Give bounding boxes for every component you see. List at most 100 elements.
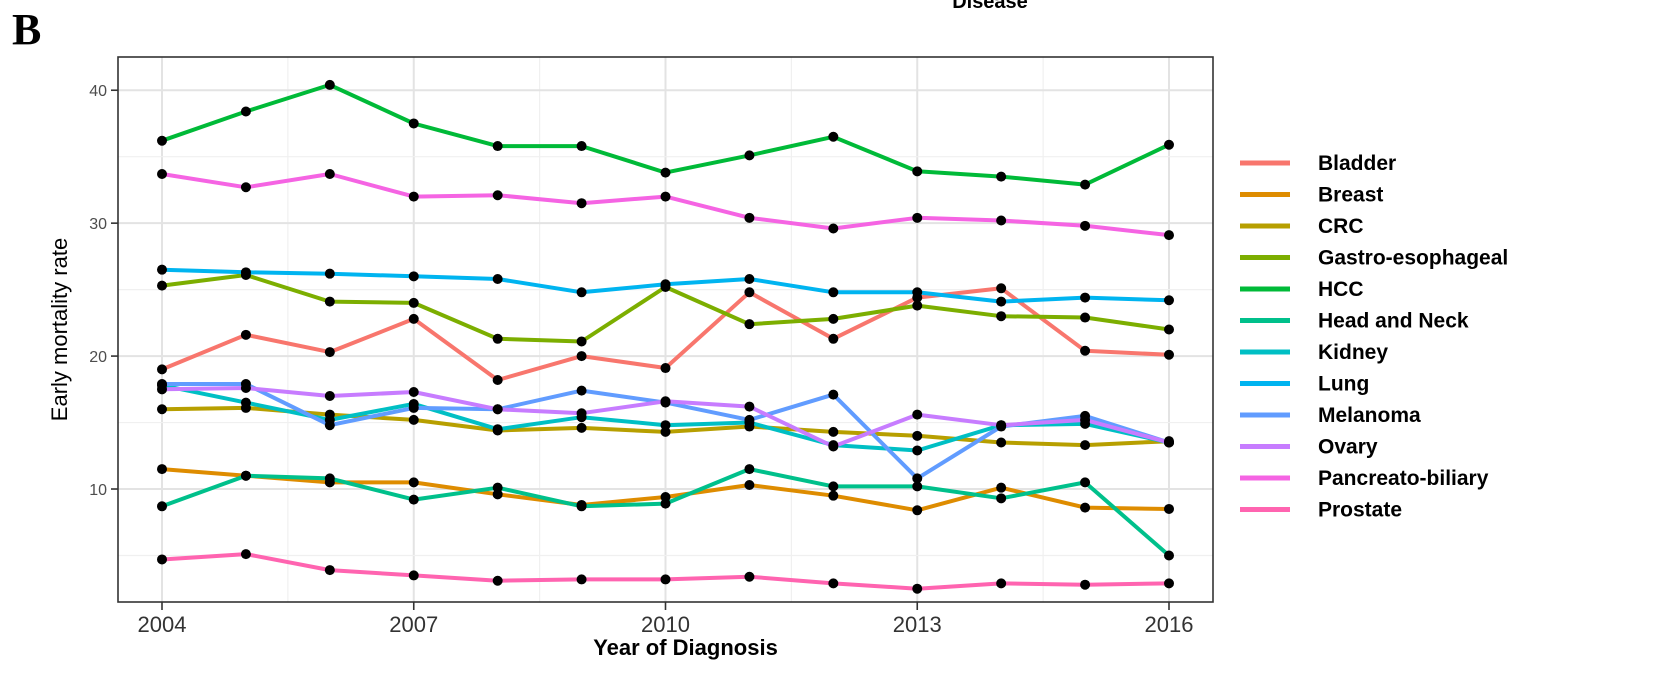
data-point-pancreato-biliary (996, 215, 1007, 226)
data-point-gastro-esophageal (408, 297, 419, 308)
legend-label-head-and-neck: Head and Neck (1318, 310, 1469, 333)
data-point-head-and-neck (324, 473, 335, 484)
data-point-prostate (576, 574, 587, 585)
data-point-pancreato-biliary (744, 212, 755, 223)
data-point-prostate (996, 578, 1007, 589)
data-point-head-and-neck (492, 482, 503, 493)
axes: 2004 2007 2010 2013 2016 10 20 30 40 (89, 56, 1214, 637)
data-point-lung (576, 287, 587, 298)
data-point-prostate (828, 578, 839, 589)
data-point-melanoma (324, 420, 335, 431)
data-point-ovary (157, 384, 167, 395)
data-point-ovary (660, 396, 671, 407)
data-point-head-and-neck (1080, 477, 1091, 488)
y-tick-label: 30 (89, 216, 107, 233)
data-point-ovary (996, 420, 1007, 431)
data-point-bladder (324, 347, 335, 358)
data-point-prostate (660, 574, 671, 585)
data-point-gastro-esophageal (324, 296, 335, 307)
data-point-ovary (408, 386, 419, 397)
data-point-hcc (240, 106, 251, 117)
data-point-lung (660, 279, 671, 290)
data-point-crc (1080, 440, 1091, 451)
y-tick-label: 10 (89, 482, 107, 499)
data-point-pancreato-biliary (576, 198, 587, 209)
data-point-gastro-esophageal (576, 336, 587, 347)
data-point-lung (492, 273, 503, 284)
data-point-prostate (240, 549, 251, 560)
data-point-hcc (996, 171, 1007, 182)
data-point-lung (240, 267, 251, 278)
data-point-head-and-neck (240, 470, 251, 481)
x-tick-label: 2016 (1145, 612, 1194, 637)
data-point-bladder (828, 333, 839, 344)
data-point-pancreato-biliary (324, 168, 335, 179)
data-point-hcc (324, 79, 335, 90)
data-point-lung (157, 264, 167, 275)
data-point-crc (912, 430, 923, 441)
data-point-melanoma (828, 389, 839, 400)
data-point-prostate (157, 554, 167, 565)
x-tick-label: 2013 (893, 612, 942, 637)
data-point-hcc (408, 118, 419, 129)
data-point-melanoma (744, 414, 755, 425)
data-point-bladder (157, 364, 167, 375)
data-point-lung (408, 271, 419, 282)
data-point-hcc (492, 141, 503, 152)
data-point-head-and-neck (408, 494, 419, 505)
data-point-gastro-esophageal (828, 313, 839, 324)
legend-label-kidney: Kidney (1318, 341, 1388, 364)
data-point-kidney (492, 424, 503, 435)
data-point-ovary (1164, 437, 1174, 448)
data-point-breast (1080, 502, 1091, 513)
data-point-breast (996, 482, 1007, 493)
data-point-breast (828, 490, 839, 501)
data-point-pancreato-biliary (660, 191, 671, 202)
data-point-head-and-neck (576, 501, 587, 512)
data-point-bladder (1164, 349, 1174, 360)
data-point-ovary (912, 409, 923, 420)
data-point-pancreato-biliary (828, 223, 839, 234)
legend-label-melanoma: Melanoma (1318, 404, 1421, 427)
legend-label-prostate: Prostate (1318, 499, 1402, 522)
data-point-head-and-neck (157, 501, 167, 512)
data-point-pancreato-biliary (912, 212, 923, 223)
data-point-ovary (1080, 414, 1091, 425)
data-point-lung (912, 287, 923, 298)
y-tick-label: 40 (89, 83, 107, 100)
data-point-crc (408, 414, 419, 425)
data-point-pancreato-biliary (408, 191, 419, 202)
data-point-bladder (576, 351, 587, 362)
data-point-lung (324, 268, 335, 279)
data-point-gastro-esophageal (744, 319, 755, 330)
data-point-hcc (660, 167, 671, 178)
data-point-breast (912, 505, 923, 516)
legend-label-breast: Breast (1318, 184, 1383, 207)
x-axis-title: Year of Diagnosis (593, 635, 778, 660)
data-point-head-and-neck (828, 481, 839, 492)
data-point-gastro-esophageal (492, 333, 503, 344)
legend-label-gastro-esophageal: Gastro-esophageal (1318, 247, 1508, 270)
data-point-kidney (660, 420, 671, 431)
data-point-crc (996, 437, 1007, 448)
legend-label-crc: CRC (1318, 215, 1364, 238)
data-point-head-and-neck (744, 464, 755, 475)
data-point-bladder (492, 375, 503, 386)
data-point-prostate (744, 571, 755, 582)
data-point-hcc (828, 131, 839, 142)
data-point-bladder (408, 313, 419, 324)
data-point-gastro-esophageal (996, 311, 1007, 322)
data-point-breast (1164, 503, 1174, 514)
data-point-prostate (324, 565, 335, 576)
data-point-prostate (1164, 578, 1174, 589)
data-point-ovary (744, 401, 755, 412)
x-tick-label: 2010 (641, 612, 690, 637)
data-point-kidney (240, 397, 251, 408)
data-point-pancreato-biliary (492, 190, 503, 201)
data-point-prostate (492, 575, 503, 586)
data-point-head-and-neck (996, 493, 1007, 504)
data-point-crc (576, 422, 587, 433)
data-point-bladder (996, 283, 1007, 294)
data-point-ovary (324, 390, 335, 401)
